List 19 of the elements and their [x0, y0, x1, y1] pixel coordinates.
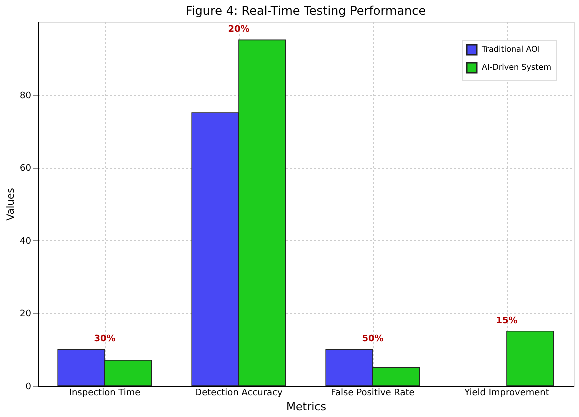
y-tick-label: 60 [20, 164, 32, 174]
x-tick-label: Detection Accuracy [195, 388, 284, 398]
y-axis-title: Values [6, 188, 18, 221]
annotation: 20% [228, 25, 250, 36]
x-tick-label: Yield Improvement [464, 388, 550, 398]
x-tick-label: Inspection Time [69, 388, 142, 398]
y-tick-label: 40 [20, 236, 32, 247]
legend-label: AI-Driven System [482, 63, 552, 72]
x-tick-label: False Positive Rate [331, 388, 416, 398]
chart-title: Figure 4: Real-Time Testing Performance [186, 4, 426, 18]
y-tick-label: 20 [20, 310, 32, 320]
annotation: 30% [94, 334, 116, 345]
annotation: 50% [362, 334, 384, 345]
annotation: 15% [496, 316, 518, 326]
y-tick-label: 80 [20, 91, 32, 102]
legend-label: Traditional AOI [481, 45, 540, 54]
x-axis-title: Metrics [286, 400, 327, 414]
bar [506, 331, 554, 386]
y-tick-label: 0 [26, 382, 32, 392]
